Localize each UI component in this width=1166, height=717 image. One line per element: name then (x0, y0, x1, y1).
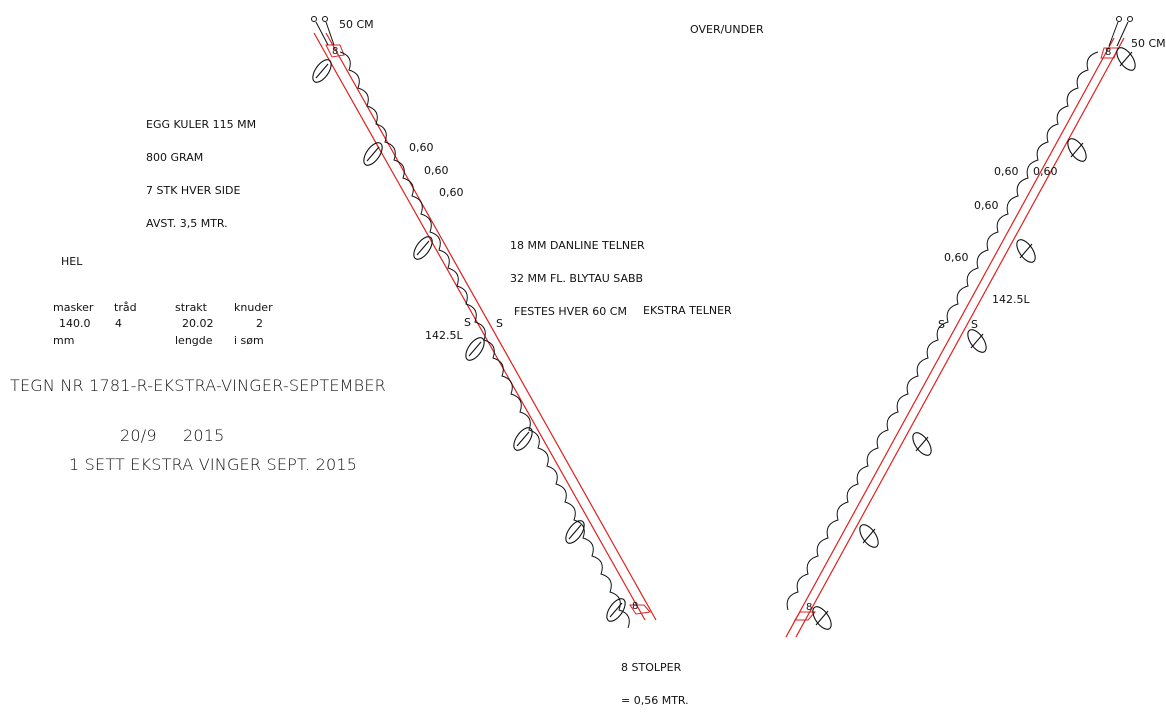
left-spacing: 0,60 (439, 186, 464, 199)
right-wing (785, 16, 1136, 638)
left-wing (311, 16, 657, 629)
drawing-date-year: 2015 (183, 426, 225, 445)
right-top-label: 8 (1105, 47, 1112, 58)
left-bottom-box (629, 604, 651, 615)
left-spacing: 0,60 (424, 164, 449, 177)
header-line: knuder (234, 301, 273, 314)
stolper-note: 8 STOLPER = 0,56 MTR. (621, 640, 689, 717)
floats-note-line: 7 STK HVER SIDE (146, 184, 241, 197)
left-bottom-label: 8 (632, 601, 639, 612)
float-icon (312, 59, 626, 622)
header-line: i søm (234, 334, 264, 347)
net-table-cell: 4 (115, 317, 122, 330)
header-line: masker (53, 301, 94, 314)
right-bottom-label: 8 (806, 602, 813, 613)
right-s-mark: S (971, 318, 978, 331)
right-spacing: 0,60 (1033, 165, 1058, 178)
left-top-label: 8 (332, 46, 339, 57)
rope-note-line: FESTES HVER 60 CM (514, 305, 627, 318)
float-icon (812, 47, 1136, 630)
floats-note-line: 800 GRAM (146, 151, 204, 164)
rope-note: 18 MM DANLINE TELNER 32 MM FL. BLYTAU SA… (510, 218, 645, 328)
drawing-description: 1 SETT EKSTRA VINGER SEPT. 2015 (69, 455, 358, 474)
left-top-length: 50 CM (339, 18, 374, 31)
right-scallops (786, 51, 1099, 611)
rope-note-line: 32 MM FL. BLYTAU SABB (510, 272, 644, 285)
stolper-note-line: 8 STOLPER (621, 661, 682, 674)
right-s-mark: S (938, 318, 945, 331)
left-top-box (325, 44, 345, 58)
floats-note: EGG KULER 115 MM 800 GRAM 7 STK HVER SID… (146, 97, 256, 240)
right-length-label: 142.5L (992, 293, 1030, 306)
net-table-cell: 140.0 (59, 317, 91, 330)
left-wing-line (325, 32, 657, 621)
stolper-note-line: = 0,56 MTR. (621, 694, 689, 707)
left-spacing: 0,60 (409, 141, 434, 154)
left-wing-line (313, 32, 646, 621)
rope-note-line: 18 MM DANLINE TELNER (510, 239, 645, 252)
right-top-box (1100, 47, 1119, 59)
header-line: tråd (114, 301, 137, 314)
right-spacing: 0,60 (974, 199, 999, 212)
net-drawing (311, 16, 1136, 638)
header-line: strakt (175, 301, 207, 314)
floats-note-line: EGG KULER 115 MM (146, 118, 257, 131)
left-scallops (339, 51, 630, 629)
floats-note-line: AVST. 3,5 MTR. (146, 217, 228, 230)
right-wing-line (785, 37, 1115, 638)
left-s-mark: S (496, 317, 503, 330)
right-spacing: 0,60 (994, 165, 1019, 178)
loop-icon (311, 16, 335, 46)
loop-icon (1108, 16, 1133, 47)
header-line: mm (53, 334, 75, 347)
right-top-length: 50 CM (1131, 37, 1166, 50)
net-table-cell: 20.02 (182, 317, 214, 330)
net-table-header: masker mm (53, 280, 93, 368)
header-line: lengde (175, 334, 213, 347)
drawing-number: TEGN NR 1781-R-EKSTRA-VINGER-SEPTEMBER (10, 376, 386, 395)
net-table-cell: 2 (256, 317, 263, 330)
right-bottom-box (794, 611, 817, 621)
net-table-header: strakt lengde (175, 280, 213, 368)
right-wing-line (795, 37, 1125, 638)
left-s-mark: S (464, 316, 471, 329)
drawing-date-day: 20/9 (120, 426, 157, 445)
net-table-header: knuder i søm (234, 280, 273, 368)
extra-label: EKSTRA TELNER (643, 304, 732, 317)
left-length-label: 142.5L (425, 329, 463, 342)
net-table-title: HEL (61, 255, 83, 268)
net-table-header: tråd (114, 280, 137, 357)
right-spacing: 0,60 (944, 251, 969, 264)
mode-label: OVER/UNDER (690, 23, 764, 36)
